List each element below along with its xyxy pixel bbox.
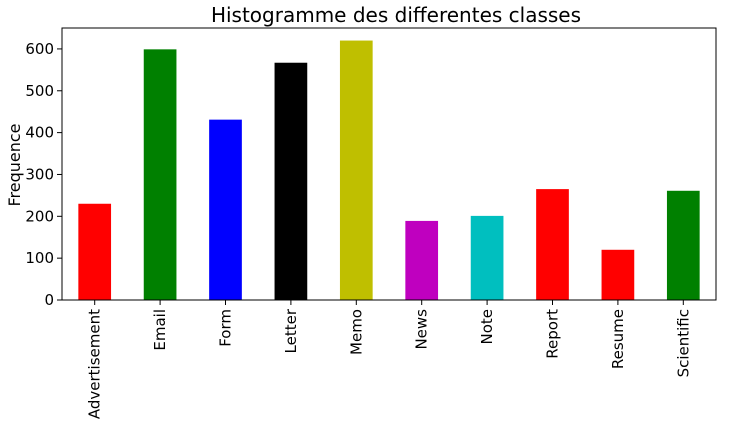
y-tick-label: 300 [25, 165, 54, 183]
bar-memo [339, 40, 373, 301]
x-tick-label-letter: Letter [282, 308, 300, 353]
x-tick-label-news: News [413, 309, 431, 350]
bars-group [78, 40, 700, 301]
x-tick-label-advertisement: Advertisement [86, 309, 104, 419]
x-tick-label-report: Report [544, 309, 562, 359]
y-axis-label: Frequence [5, 123, 24, 206]
y-tick-label: 0 [44, 291, 54, 309]
bar-advertisement [78, 203, 112, 300]
bar-scientific [666, 190, 700, 300]
bar-email [143, 49, 177, 300]
bar-note [470, 215, 504, 300]
x-tick-label-resume: Resume [609, 309, 627, 369]
bar-letter [274, 62, 308, 301]
x-ticks-group: Advertisement Email Form Letter Memo News Note… [86, 300, 692, 419]
bar-report [536, 189, 569, 300]
y-tick-label: 200 [25, 207, 54, 225]
bar-news [405, 220, 439, 300]
x-tick-label-memo: Memo [347, 309, 365, 355]
y-tick-label: 600 [25, 40, 54, 58]
chart-title: Histogramme des differentes classes [211, 3, 581, 27]
y-ticks-group: 0 100 200 300 400 500 600 [25, 40, 62, 309]
x-tick-label-form: Form [217, 309, 235, 347]
x-tick-label-note: Note [478, 309, 496, 345]
y-tick-label: 400 [25, 124, 54, 142]
bar-resume [601, 249, 635, 300]
x-tick-label-email: Email [151, 309, 169, 351]
x-tick-label-scientific: Scientific [674, 309, 692, 377]
y-tick-label: 500 [25, 82, 54, 100]
bar-form [209, 119, 242, 301]
y-tick-label: 100 [25, 249, 54, 267]
plot-frame [61, 27, 717, 301]
